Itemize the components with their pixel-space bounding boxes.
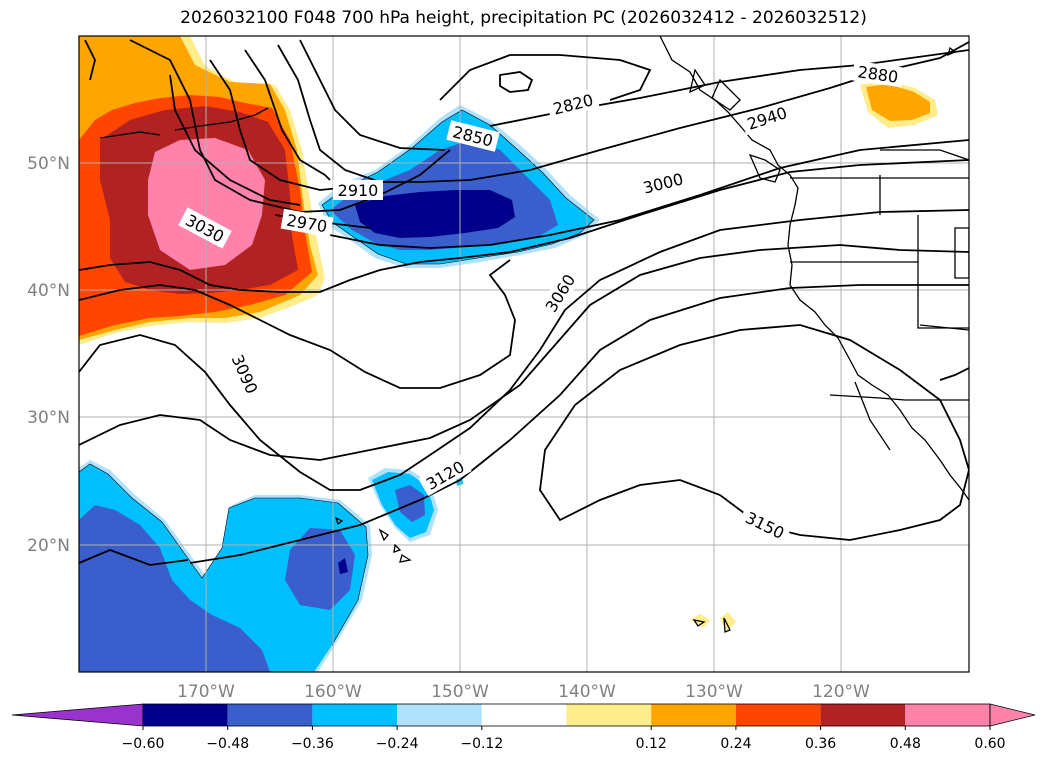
lat-tick-40n: 40°N <box>27 281 70 301</box>
colorbar-swatch <box>566 704 652 726</box>
negative-anomaly-southwest <box>79 460 463 672</box>
lat-tick-50n: 50°N <box>27 154 70 174</box>
colorbar-swatch <box>735 704 821 726</box>
lon-tick-160w: 160°W <box>304 682 362 702</box>
colorbar-tick-label: 0.48 <box>890 736 921 752</box>
lat-tick-labels: 50°N 40°N 30°N 20°N <box>27 154 70 556</box>
map-plot-area: 2820 2850 2880 2910 2940 2970 3000 3030 … <box>79 36 969 672</box>
colorbar-tick-label: −0.24 <box>376 736 419 752</box>
lon-tick-130w: 130°W <box>685 682 743 702</box>
negative-anomaly-central <box>318 105 600 268</box>
colorbar-swatch <box>312 704 398 726</box>
colorbar-tick-label: −0.12 <box>460 736 503 752</box>
colorbar-tick-label: 0.12 <box>636 736 667 752</box>
colorbar-swatch <box>481 704 567 726</box>
colorbar-swatch <box>143 704 228 726</box>
positive-anomaly-west <box>79 36 325 345</box>
colorbar-tick-label: −0.60 <box>122 736 165 752</box>
colorbar-tick-label: 0.36 <box>805 736 836 752</box>
colorbar-extend-high <box>989 703 1036 727</box>
colorbar-tick-label: −0.48 <box>206 736 249 752</box>
graticule <box>79 36 969 672</box>
colorbar-extend-low <box>11 703 144 727</box>
lat-tick-30n: 30°N <box>27 408 70 428</box>
colorbar-tick-label: −0.36 <box>291 736 334 752</box>
lon-tick-150w: 150°W <box>431 682 489 702</box>
lon-tick-120w: 120°W <box>812 682 870 702</box>
colorbar: −0.60 −0.48 −0.36 −0.24 −0.12 0.12 0.24 0.36 0.4… <box>11 703 1036 752</box>
colorbar-tick-label: 0.24 <box>720 736 751 752</box>
colorbar-swatch <box>227 704 313 726</box>
lon-tick-170w: 170°W <box>177 682 235 702</box>
map-title: 2026032100 F048 700 hPa height, precipit… <box>180 8 867 28</box>
lon-tick-labels: 170°W 160°W 150°W 140°W 130°W 120°W <box>177 682 870 702</box>
colorbar-swatch <box>651 704 736 726</box>
colorbar-swatch <box>905 704 990 726</box>
lon-tick-140w: 140°W <box>558 682 616 702</box>
colorbar-frame <box>142 703 991 727</box>
lat-tick-20n: 20°N <box>27 536 70 556</box>
colorbar-tick-label: 0.60 <box>974 736 1005 752</box>
colorbar-swatch <box>397 704 482 726</box>
height-contours <box>79 39 969 566</box>
map-frame <box>78 35 970 673</box>
contour-label-2910: 2910 <box>338 181 379 200</box>
colorbar-swatch <box>820 704 906 726</box>
